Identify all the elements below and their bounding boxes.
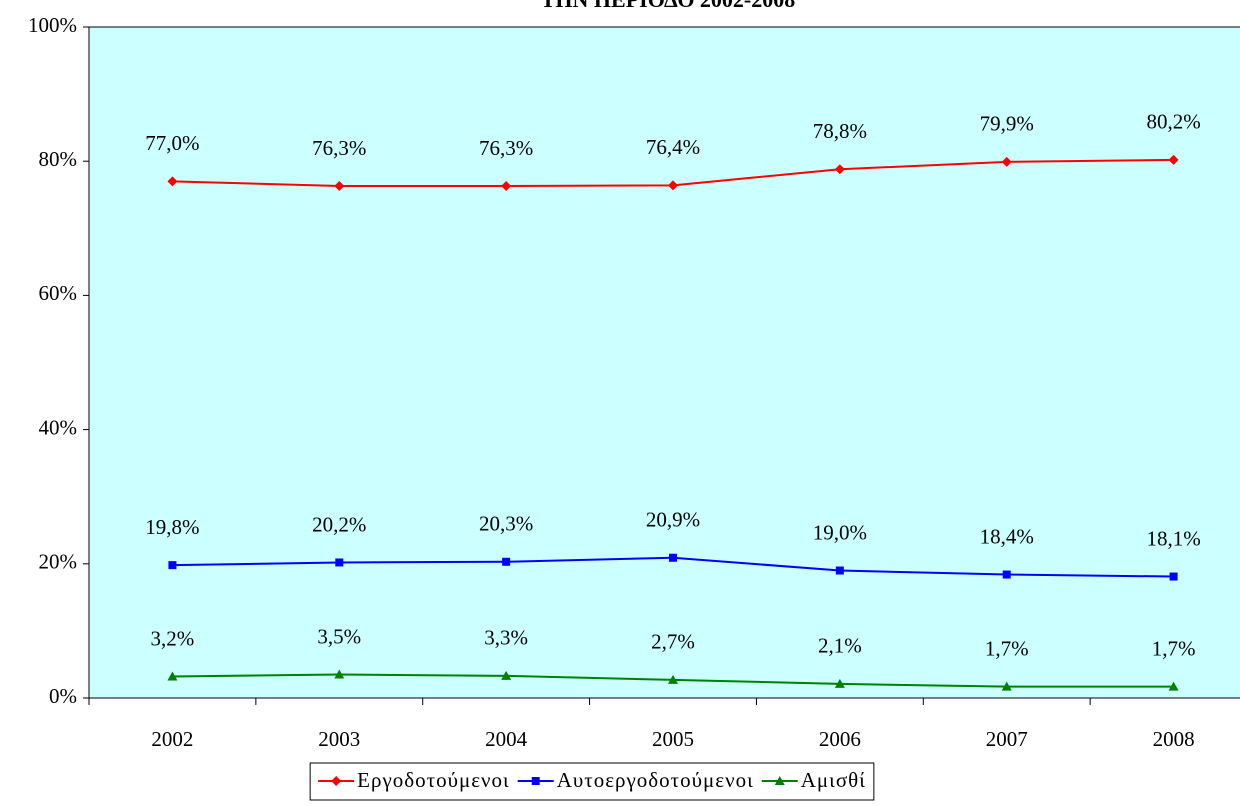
data-label: 80,2%	[1146, 110, 1200, 134]
data-label: 1,7%	[985, 636, 1029, 660]
x-tick-label: 2007	[986, 727, 1028, 751]
marker	[1001, 156, 1012, 167]
y-tick-label: 60%	[39, 281, 78, 305]
marker	[834, 678, 845, 688]
legend-label: Αμισθί	[801, 768, 866, 792]
data-label: 18,1%	[1146, 526, 1200, 550]
y-tick-label: 20%	[39, 550, 78, 574]
marker	[774, 776, 785, 785]
marker	[334, 669, 345, 679]
marker	[1169, 572, 1178, 581]
y-tick-label: 40%	[39, 415, 78, 439]
x-tick-label: 2003	[318, 727, 360, 751]
marker	[168, 561, 177, 570]
y-tick-label: 100%	[28, 13, 77, 37]
legend: Εργοδοτούμενοι Αυτοεργοδοτούμενοι Αμισθί	[309, 762, 875, 801]
data-label: 2,7%	[651, 630, 695, 654]
data-label: 3,3%	[484, 626, 528, 650]
marker	[531, 777, 540, 785]
legend-label: Αυτοεργοδοτούμενοι	[557, 768, 754, 792]
data-label: 76,4%	[646, 135, 700, 159]
marker	[502, 557, 511, 566]
marker	[167, 671, 178, 681]
data-label: 19,8%	[145, 515, 199, 539]
marker	[1002, 570, 1011, 579]
x-tick-label: 2004	[485, 727, 528, 751]
x-tick-label: 2002	[151, 727, 193, 751]
data-label: 76,3%	[312, 136, 366, 160]
data-label: 18,4%	[980, 524, 1034, 548]
data-label: 20,2%	[312, 512, 366, 536]
marker	[331, 776, 342, 786]
data-label: 2,1%	[818, 634, 862, 658]
marker	[334, 181, 345, 192]
data-label: 77,0%	[145, 131, 199, 155]
data-label: 20,9%	[646, 508, 700, 532]
data-label: 20,3%	[479, 512, 533, 536]
data-label: 76,3%	[479, 136, 533, 160]
data-label: 78,8%	[813, 119, 867, 143]
marker	[668, 674, 678, 684]
marker	[501, 181, 512, 192]
x-tick-label: 2006	[819, 727, 861, 751]
legend-label: Εργοδοτούμενοι	[357, 768, 510, 792]
data-label: 79,9%	[980, 112, 1034, 136]
marker	[501, 670, 512, 680]
data-label: 1,7%	[1152, 636, 1196, 660]
marker	[335, 558, 344, 567]
data-label: 3,5%	[317, 624, 361, 648]
x-tick-label: 2005	[652, 727, 694, 751]
marker	[1168, 681, 1179, 691]
marker	[669, 553, 677, 562]
marker	[834, 164, 845, 175]
marker	[1001, 681, 1012, 691]
chart-title: ΤΗΝ ΠΕΡΙΟΔΟ 2002-2008	[541, 0, 796, 12]
data-label: 19,0%	[813, 520, 867, 544]
y-tick-label: 0%	[49, 684, 77, 708]
marker	[167, 176, 178, 187]
marker	[1168, 154, 1179, 165]
plot-area	[88, 26, 1240, 699]
y-tick-label: 80%	[39, 147, 78, 171]
data-label: 3,2%	[151, 626, 195, 650]
marker	[668, 180, 678, 191]
marker	[835, 566, 844, 575]
x-tick-label: 2008	[1153, 727, 1195, 751]
